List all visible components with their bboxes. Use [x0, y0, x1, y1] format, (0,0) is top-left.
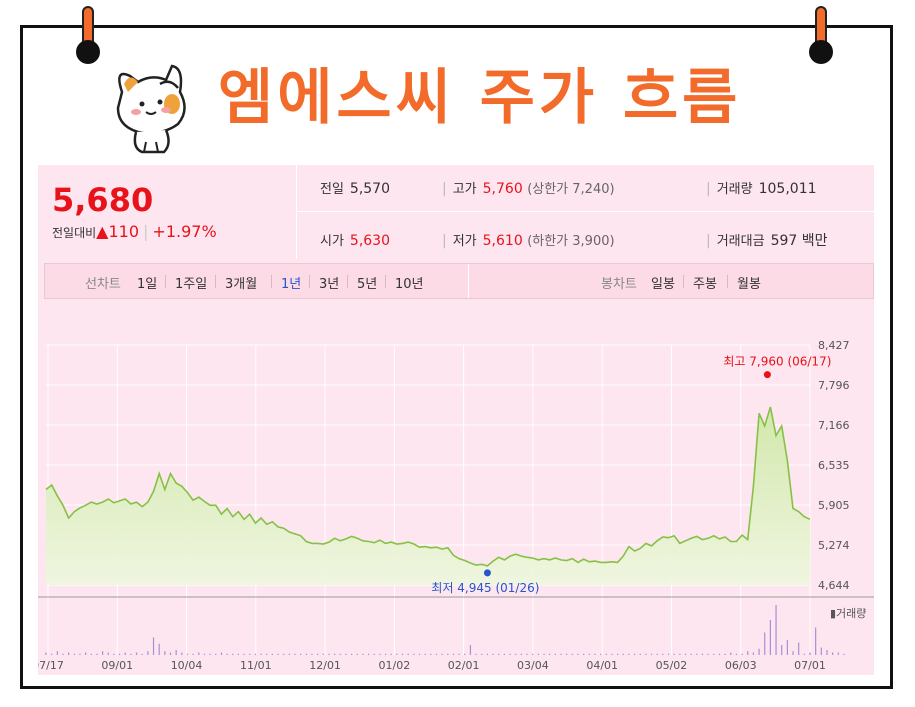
tab-1y[interactable]: 1년 — [281, 277, 302, 292]
low-price: | 저가 5,610 (하한가 3,900) — [442, 233, 615, 249]
x-tick-label: 06/03 — [725, 659, 757, 672]
price-chart: 07/17 09/01 10/04 11/01 12/01 01/02 02/01 03/04… — [38, 303, 874, 675]
period-tabs: 선차트 1일 1주일 3개월 1년 3년 5년 10년 봉차트 일봉 주봉 월봉 — [44, 263, 874, 299]
pin-left-icon — [73, 6, 103, 66]
low-annotation: 최저 4,945 (01/26) — [431, 581, 539, 595]
x-tick-label: 10/04 — [171, 659, 203, 672]
high-price: | 고가 5,760 (상한가 7,240) — [442, 181, 615, 197]
y-tick-label: 7,166 — [818, 419, 850, 432]
change-percent: +1.97% — [152, 222, 217, 241]
y-tick-label: 6,535 — [818, 459, 850, 472]
tab-10y[interactable]: 10년 — [395, 277, 424, 292]
y-tick-label: 8,427 — [818, 339, 850, 352]
low-marker — [483, 569, 491, 577]
price-change: 전일대비▲110 | +1.97% — [52, 222, 217, 241]
tab-monthly[interactable]: 월봉 — [737, 277, 761, 292]
change-label: 전일대비 — [52, 226, 97, 240]
page-title: 엠에스씨 주가 흐름 — [218, 63, 742, 133]
change-value: 110 — [108, 222, 140, 241]
x-tick-label: 09/01 — [101, 659, 133, 672]
tab-3y[interactable]: 3년 — [319, 277, 340, 292]
volume-legend: ▮거래량 — [830, 607, 866, 620]
x-tick-label: 03/04 — [517, 659, 549, 672]
tab-daily[interactable]: 일봉 — [651, 277, 675, 292]
candle-chart-label: 봉차트 — [601, 277, 637, 292]
tab-3m[interactable]: 3개월 — [225, 277, 258, 292]
up-arrow-icon: ▲ — [96, 222, 109, 241]
price-line — [45, 406, 811, 567]
stock-panel: 5,680 전일대비▲110 | +1.97% 전일 5,570 | 고가 5,760 (… — [38, 165, 874, 675]
x-tick-label: 01/02 — [379, 659, 411, 672]
pin-right-icon — [806, 6, 836, 66]
cat-mascot-icon — [116, 64, 186, 154]
current-price: 5,680 — [52, 181, 154, 219]
tab-weekly[interactable]: 주봉 — [693, 277, 717, 292]
x-tick-label: 07/01 — [794, 659, 826, 672]
quote-summary: 5,680 전일대비▲110 | +1.97% 전일 5,570 | 고가 5,760 (… — [38, 165, 874, 259]
volume: | 거래량 105,011 — [706, 181, 817, 197]
price-area — [46, 407, 810, 585]
prev-close: 전일 5,570 — [320, 181, 391, 197]
x-tick-label: 05/02 — [656, 659, 688, 672]
line-chart-label: 선차트 — [85, 277, 121, 292]
tab-5y[interactable]: 5년 — [357, 277, 378, 292]
y-tick-label: 5,274 — [818, 539, 850, 552]
x-tick-label: 12/01 — [309, 659, 341, 672]
price-chart-svg: 07/17 09/01 10/04 11/01 12/01 01/02 02/01 03/04… — [38, 339, 874, 672]
tab-1w[interactable]: 1주일 — [175, 277, 208, 292]
y-tick-label: 5,905 — [818, 499, 850, 512]
y-tick-label: 7,796 — [818, 379, 850, 392]
x-tick-label: 07/17 — [38, 659, 64, 672]
x-tick-label: 11/01 — [240, 659, 272, 672]
high-annotation: 최고 7,960 (06/17) — [723, 355, 831, 369]
open-price: 시가 5,630 — [320, 233, 391, 249]
high-marker — [763, 371, 771, 379]
y-tick-label: 4,644 — [818, 579, 850, 592]
x-tick-label: 04/01 — [586, 659, 618, 672]
x-tick-label: 02/01 — [448, 659, 480, 672]
tab-1d[interactable]: 1일 — [137, 277, 158, 292]
trade-amount: | 거래대금 597 백만 — [706, 233, 828, 249]
